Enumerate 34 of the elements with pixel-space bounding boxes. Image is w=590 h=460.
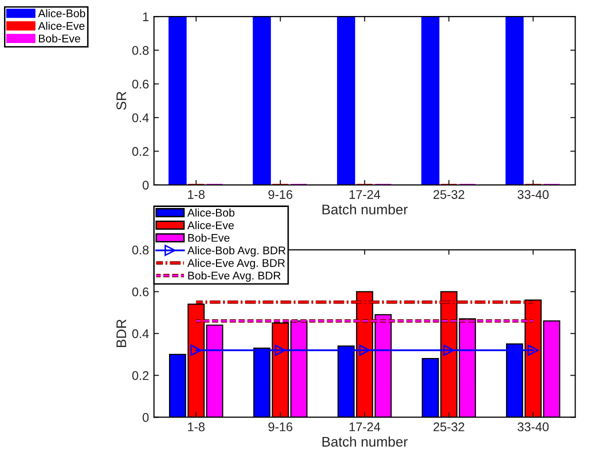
x-tick-label: 17-24 <box>350 422 380 432</box>
y-axis-title: SR <box>116 92 126 110</box>
legend-label: Alice-Bob <box>38 9 86 18</box>
x-tick-label: 1-8 <box>188 422 205 432</box>
y-tick-label: 0.6 <box>132 80 149 89</box>
legend-label: Alice-Bob <box>187 208 234 217</box>
legend-label: Alice-Eve <box>187 221 234 230</box>
legend-label: Alice-Bob Avg. BDR <box>187 246 286 257</box>
y-tick-label: 0 <box>142 413 149 422</box>
x-tick-label: 1-8 <box>188 190 205 199</box>
y-tick-label: 0.2 <box>132 371 149 380</box>
x-tick-label: 25-32 <box>434 190 464 199</box>
x-tick-label: 33-40 <box>518 422 549 432</box>
x-tick-label: 9-16 <box>268 190 292 199</box>
x-tick-label: 33-40 <box>518 190 549 199</box>
y-tick-label: 0.2 <box>132 147 149 156</box>
x-tick-label: 25-32 <box>434 422 464 432</box>
x-tick-label: 9-16 <box>268 422 292 432</box>
legend-label: Alice-Eve <box>38 22 84 30</box>
y-axis-title: BDR <box>116 319 126 348</box>
legend-label: Bob-Eve <box>188 234 230 242</box>
y-tick-label: 0.4 <box>132 113 149 122</box>
y-tick-label: 1 <box>143 12 149 22</box>
x-axis-title: Batch number <box>322 436 408 447</box>
x-tick-label: 17-24 <box>350 190 380 199</box>
y-tick-label: 0.4 <box>132 329 149 338</box>
legend-label: Alice-Eve Avg. BDR <box>187 258 285 270</box>
legend-label: Bob-Eve Avg. BDR <box>188 271 280 282</box>
legend-label: Bob-Eve <box>38 34 80 42</box>
x-axis-title: Batch number <box>322 204 408 214</box>
y-tick-label: 0.8 <box>132 246 149 254</box>
y-tick-label: 0.6 <box>132 287 149 296</box>
y-tick-label: 0.8 <box>132 46 149 55</box>
y-tick-label: 0 <box>142 180 149 190</box>
